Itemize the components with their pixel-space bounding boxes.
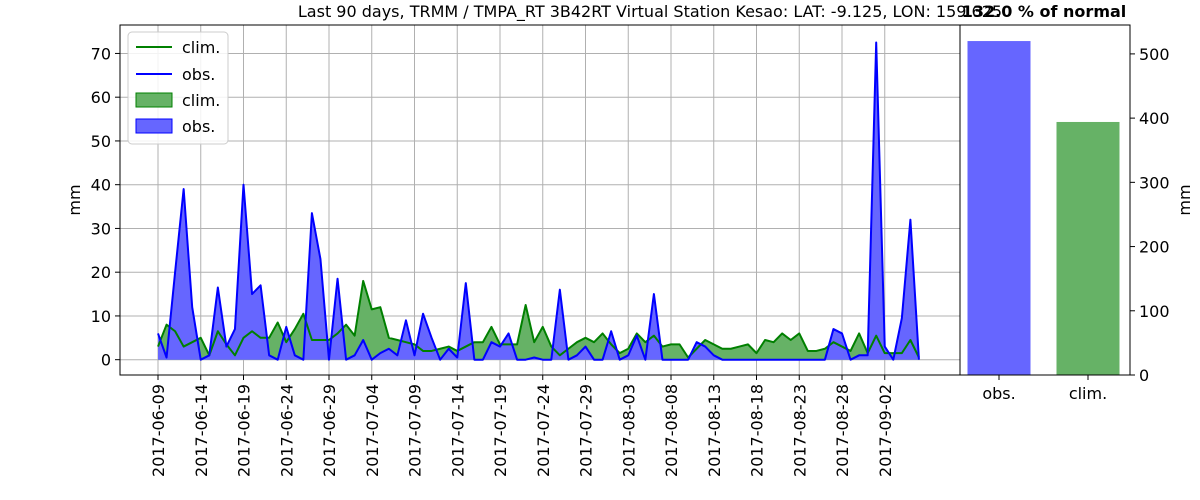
bar-y-tick-label: 300 xyxy=(1139,173,1170,192)
bar-obs xyxy=(967,41,1031,375)
main-y-axis-label: mm xyxy=(65,184,84,215)
bar-x-tick-label: obs. xyxy=(982,384,1015,403)
legend-clim-line-label: clim. xyxy=(182,38,220,57)
main-y-tick-label: 60 xyxy=(91,88,111,107)
main-y-axis: 0 10 20 30 40 50 60 70 xyxy=(91,44,120,370)
bar-y-tick-label: 100 xyxy=(1139,302,1170,321)
bar-y-tick-label: 400 xyxy=(1139,109,1170,128)
main-x-tick-label: 2017-07-24 xyxy=(534,384,553,477)
line-clim xyxy=(157,279,920,359)
main-x-tick-label: 2017-06-19 xyxy=(235,384,254,477)
main-lines xyxy=(157,41,920,361)
legend-obs-area-swatch xyxy=(135,118,173,134)
main-x-tick-label: 2017-09-02 xyxy=(876,384,895,477)
bar-plot-frame xyxy=(959,24,1131,376)
main-x-tick-label: 2017-06-29 xyxy=(320,384,339,477)
main-x-tick-label: 2017-07-19 xyxy=(491,384,510,477)
bar-y-tick-label: 500 xyxy=(1139,45,1170,64)
legend-clim-area-label: clim. xyxy=(182,91,220,110)
bar-y-tick-label: 0 xyxy=(1139,366,1149,385)
main-x-tick-label: 2017-07-04 xyxy=(363,384,382,477)
bar-x-axis: obs. clim. xyxy=(982,375,1107,403)
main-x-axis: 2017-06-09 2017-06-14 2017-06-19 2017-06-24… xyxy=(149,375,895,477)
main-y-tick-label: 0 xyxy=(101,351,111,370)
main-y-tick-label: 70 xyxy=(91,44,111,63)
bar-y-axis-label: mm xyxy=(1175,184,1194,215)
main-y-tick-label: 50 xyxy=(91,132,111,151)
main-x-tick-label: 2017-06-09 xyxy=(149,384,168,477)
main-x-tick-label: 2017-08-23 xyxy=(790,384,809,477)
main-x-tick-label: 2017-08-03 xyxy=(619,384,638,477)
bar-y-tick-label: 200 xyxy=(1139,238,1170,257)
bar-x-tick-label: clim. xyxy=(1069,384,1107,403)
legend[interactable]: clim. obs. clim. obs. xyxy=(127,31,229,145)
main-y-tick-label: 40 xyxy=(91,176,111,195)
bar-chart: 0 100 200 300 400 500 obs. clim. 132.0 % of no… xyxy=(959,2,1194,403)
bar-chart-title: 132.0 % of normal xyxy=(962,2,1127,21)
legend-obs-area-label: obs. xyxy=(182,117,215,136)
main-x-tick-label: 2017-06-14 xyxy=(192,384,211,477)
main-y-tick-label: 20 xyxy=(91,263,111,282)
area-clim xyxy=(158,280,919,360)
bar-clim xyxy=(1056,121,1120,376)
line-obs xyxy=(157,41,920,361)
main-x-tick-label: 2017-08-13 xyxy=(705,384,724,477)
main-x-tick-label: 2017-07-29 xyxy=(577,384,596,477)
main-x-tick-label: 2017-08-28 xyxy=(833,384,852,477)
main-areas xyxy=(158,42,919,360)
main-y-tick-label: 10 xyxy=(91,307,111,326)
legend-clim-area-swatch xyxy=(135,92,173,108)
main-x-tick-label: 2017-06-24 xyxy=(277,384,296,477)
legend-box xyxy=(127,31,229,145)
legend-obs-line-label: obs. xyxy=(182,65,215,84)
main-chart-title: Last 90 days, TRMM / TMPA_RT 3B42RT Virt… xyxy=(298,2,1002,22)
bar-marks xyxy=(967,41,1120,376)
main-x-tick-label: 2017-07-14 xyxy=(448,384,467,477)
bar-y-axis: 0 100 200 300 400 500 xyxy=(1130,45,1170,385)
main-y-tick-label: 30 xyxy=(91,219,111,238)
main-x-tick-label: 2017-07-09 xyxy=(406,384,425,477)
main-x-tick-label: 2017-08-08 xyxy=(662,384,681,477)
main-x-tick-label: 2017-08-18 xyxy=(748,384,767,477)
